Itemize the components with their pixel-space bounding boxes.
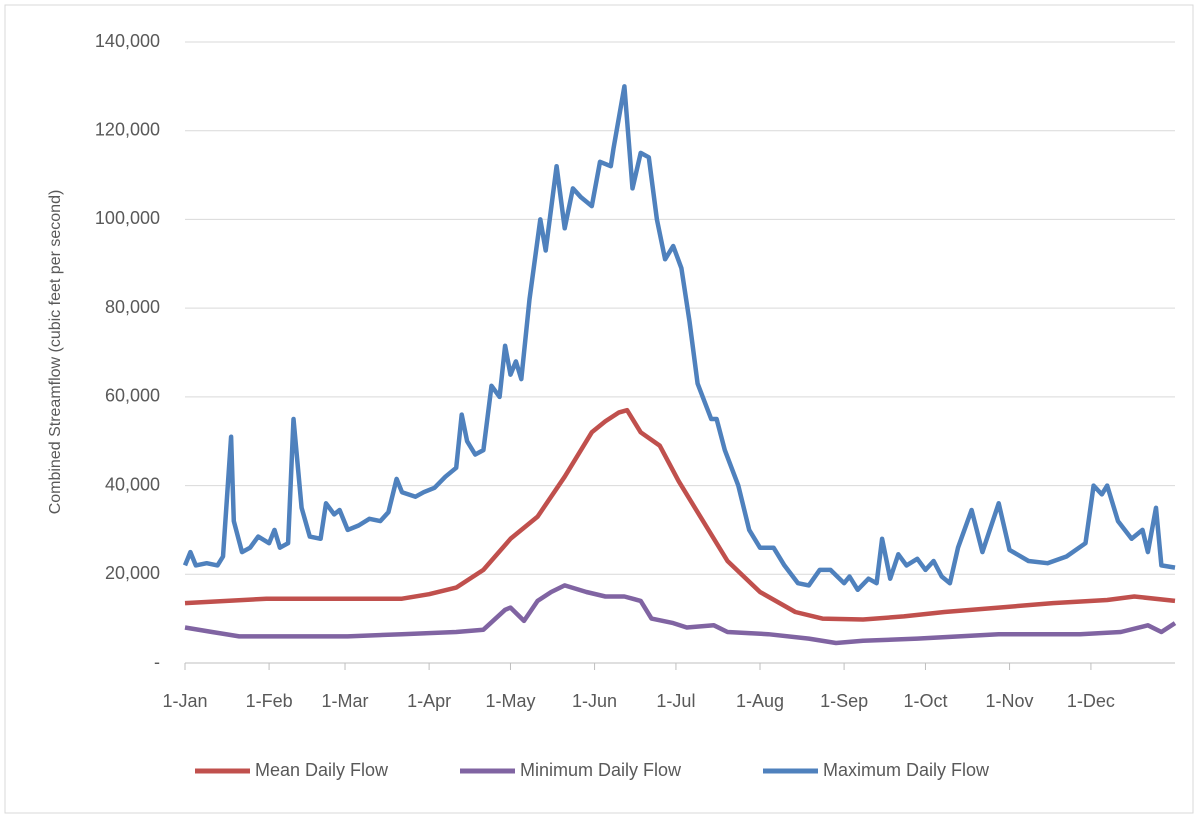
x-tick-label: 1-Feb [246, 691, 293, 711]
x-tick-label: 1-Apr [407, 691, 451, 711]
y-axis-title: Combined Streamflow (cubic feet per seco… [47, 190, 64, 515]
x-tick-label: 1-Jul [656, 691, 695, 711]
x-tick-label: 1-Mar [322, 691, 369, 711]
legend-label: Minimum Daily Flow [520, 760, 682, 780]
series-line [184, 407, 1176, 622]
x-tick-label: 1-Oct [903, 691, 947, 711]
x-tick-label: 1-May [485, 691, 535, 711]
y-tick-label: - [154, 652, 160, 672]
y-tick-label: 80,000 [105, 297, 160, 317]
x-tick-label: 1-Jun [572, 691, 617, 711]
x-tick-label: 1-Sep [820, 691, 868, 711]
x-tick-label: 1-Aug [736, 691, 784, 711]
y-tick-label: 20,000 [105, 563, 160, 583]
x-tick-label: 1-Jan [162, 691, 207, 711]
chart-frame [4, 4, 1194, 814]
x-tick-label: 1-Nov [986, 691, 1034, 711]
y-tick-label: 120,000 [95, 119, 160, 139]
series-line [184, 583, 1177, 646]
legend-label: Maximum Daily Flow [823, 760, 990, 780]
y-tick-label: 100,000 [95, 208, 160, 228]
legend-label: Mean Daily Flow [255, 760, 389, 780]
series-line [182, 84, 1176, 593]
y-tick-label: 40,000 [105, 474, 160, 494]
y-tick-label: 60,000 [105, 386, 160, 406]
x-tick-label: 1-Dec [1067, 691, 1115, 711]
y-tick-label: 140,000 [95, 31, 160, 51]
